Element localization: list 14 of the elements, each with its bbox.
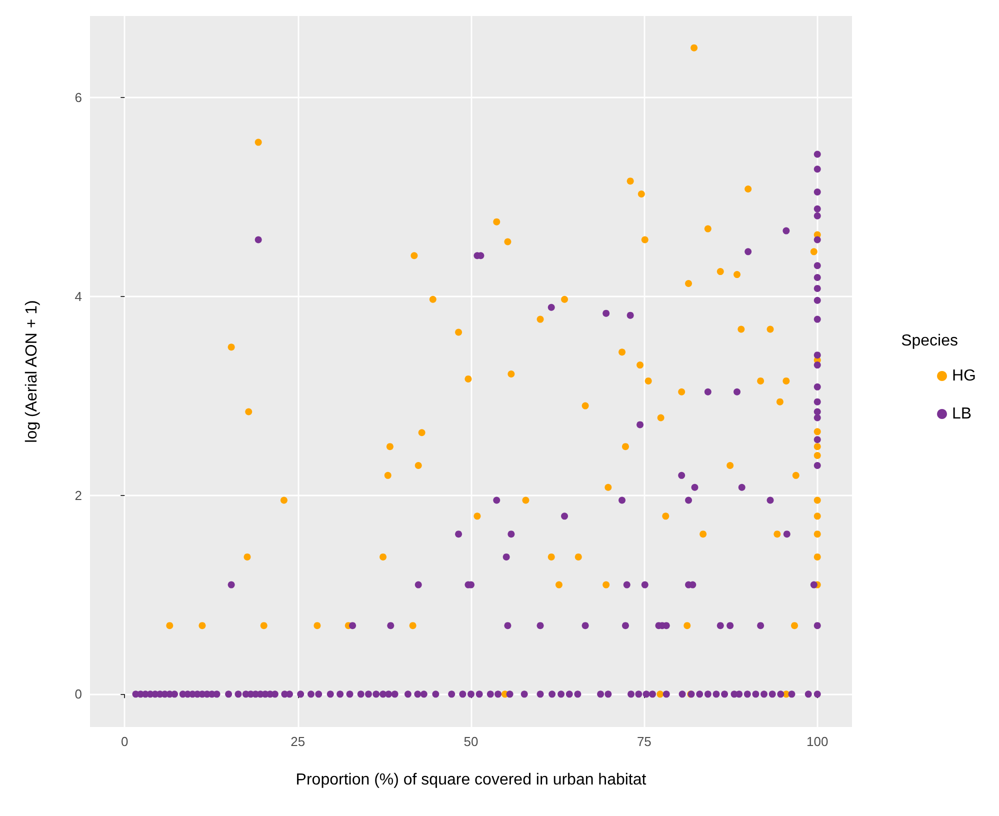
legend-title: Species — [901, 332, 958, 350]
x-tick-label: 25 — [290, 734, 306, 749]
y-tick-label: 4 — [74, 288, 82, 304]
x-tick-label: 0 — [121, 734, 128, 749]
y-tick-label: 0 — [74, 686, 82, 702]
legend-label: HG — [952, 368, 976, 384]
y-tick-label: 6 — [74, 90, 82, 106]
y-tick-label: 2 — [74, 488, 82, 503]
x-tick-label: 75 — [636, 734, 652, 749]
x-axis-title: Proportion (%) of square covered in urban habitat — [296, 772, 647, 788]
legend-label: LB — [952, 406, 972, 422]
x-tick-label: 100 — [806, 734, 828, 749]
y-axis-title: log (Aerial AON + 1) — [24, 300, 40, 443]
x-tick-label: 50 — [464, 734, 478, 749]
